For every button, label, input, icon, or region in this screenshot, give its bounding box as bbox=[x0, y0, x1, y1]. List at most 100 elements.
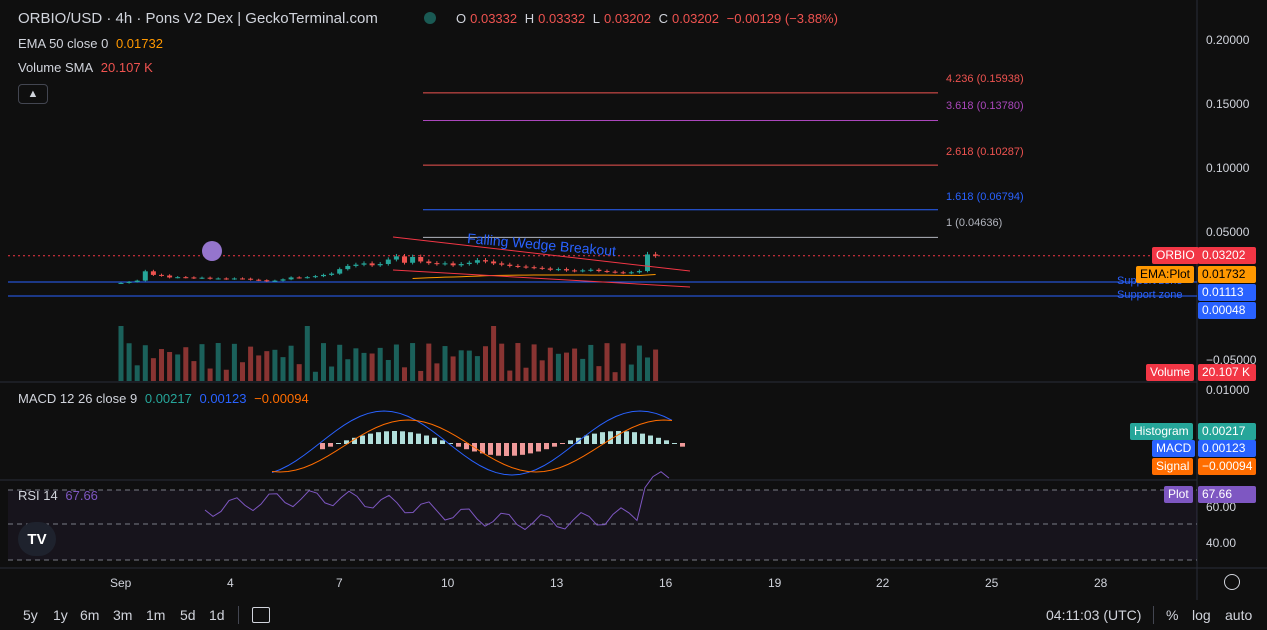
price-tick: 0.05000 bbox=[1206, 225, 1250, 239]
candle-body bbox=[507, 264, 513, 266]
range-5y-button[interactable]: 5y bbox=[23, 607, 38, 623]
macd-histogram-bar bbox=[624, 431, 629, 444]
volume-legend[interactable]: Volume SMA 20.107 K bbox=[18, 60, 157, 75]
candle-body bbox=[458, 264, 464, 266]
volume-bar bbox=[199, 344, 205, 381]
price-tick: 0.20000 bbox=[1206, 33, 1250, 47]
volume-bar bbox=[256, 355, 262, 381]
candle-body bbox=[118, 282, 124, 284]
ema-legend[interactable]: EMA 50 close 0 0.01732 bbox=[18, 36, 167, 51]
log-toggle[interactable]: log bbox=[1192, 607, 1211, 623]
utc-time[interactable]: 04:11:03 (UTC) bbox=[1046, 607, 1142, 623]
macd-histogram-bar bbox=[408, 432, 413, 444]
rsi-value: 67.66 bbox=[65, 488, 98, 503]
fib-label-1: 1 (0.04636) bbox=[946, 217, 1003, 229]
chart-header: ORBIO/USD · 4h · Pons V2 Dex | GeckoTerm… bbox=[18, 10, 382, 27]
candle-body bbox=[167, 275, 173, 278]
candle-body bbox=[564, 269, 569, 271]
wedge-upper-trendline bbox=[392, 236, 691, 272]
volume-bar bbox=[126, 343, 132, 381]
volume-bar bbox=[377, 347, 383, 381]
range-5d-button[interactable]: 5d bbox=[180, 607, 196, 623]
macd-histogram-value: 0.00217 bbox=[144, 391, 192, 406]
candle-body bbox=[191, 277, 197, 279]
volume-bar bbox=[361, 352, 367, 381]
support-zone-label-2[interactable]: Support zone bbox=[1117, 289, 1183, 301]
range-1m-button[interactable]: 1m bbox=[146, 607, 166, 623]
candle-body bbox=[450, 263, 456, 266]
range-3m-button[interactable]: 3m bbox=[113, 607, 133, 623]
volume-bar bbox=[231, 343, 237, 381]
volume-bar bbox=[159, 349, 164, 381]
settings-icon[interactable] bbox=[1224, 574, 1240, 590]
volume-bar bbox=[175, 354, 181, 381]
volume-bar bbox=[272, 349, 278, 381]
open-value: 0.03332 bbox=[470, 11, 518, 26]
macd-histogram-bar bbox=[496, 443, 501, 456]
volume-bar bbox=[240, 362, 245, 381]
candle-body bbox=[272, 280, 278, 282]
macd-histogram-bar bbox=[592, 433, 597, 444]
macd-histogram-bar bbox=[656, 437, 661, 444]
support-price-tag-1: 0.01113 bbox=[1198, 284, 1256, 301]
macd-histogram-bar bbox=[600, 432, 605, 444]
macd-name-tag: MACD bbox=[1152, 440, 1196, 457]
low-label: L bbox=[592, 11, 600, 26]
macd-histogram-bar bbox=[536, 443, 541, 452]
ema-name-tag: EMA:Plot bbox=[1136, 266, 1195, 283]
rsi-legend[interactable]: RSI 14 67.66 bbox=[18, 488, 102, 503]
macd-histogram-bar bbox=[480, 443, 485, 454]
candle-body bbox=[150, 271, 156, 275]
volume-bar bbox=[167, 352, 173, 381]
volume-name-tag: Volume bbox=[1146, 364, 1195, 381]
range-6m-button[interactable]: 6m bbox=[80, 607, 100, 623]
macd-legend[interactable]: MACD 12 26 close 9 0.00217 0.00123 −0.00… bbox=[18, 391, 313, 406]
volume-bar bbox=[215, 343, 221, 381]
percent-toggle[interactable]: % bbox=[1166, 607, 1179, 623]
macd-histogram-bar bbox=[344, 440, 349, 444]
fib-label-4236: 4.236 (0.15938) bbox=[946, 73, 1024, 85]
volume-bar bbox=[183, 347, 189, 381]
volume-bar bbox=[345, 359, 351, 381]
tradingview-logo[interactable]: TV bbox=[18, 522, 56, 556]
volume-bar bbox=[280, 357, 286, 381]
candle-body bbox=[515, 265, 521, 267]
orbio-name-tag: ORBIO bbox=[1152, 247, 1199, 264]
wedge-lower-trendline bbox=[392, 269, 691, 288]
candle-body bbox=[207, 277, 213, 279]
macd-histogram-bar bbox=[432, 437, 437, 444]
volume-bar bbox=[564, 352, 569, 381]
macd-histogram-bar bbox=[568, 440, 573, 444]
macd-histogram-bar bbox=[512, 443, 517, 456]
candle-body bbox=[296, 277, 302, 279]
calendar-icon[interactable] bbox=[252, 607, 270, 623]
candle-body bbox=[588, 269, 594, 271]
range-1y-button[interactable]: 1y bbox=[53, 607, 68, 623]
rsi-tick: 60.00 bbox=[1206, 500, 1237, 514]
date-tick: 22 bbox=[876, 576, 890, 590]
auto-toggle[interactable]: auto bbox=[1225, 607, 1253, 623]
macd-line bbox=[271, 410, 673, 476]
macd-tick: 0.01000 bbox=[1206, 383, 1250, 397]
macd-histogram-bar bbox=[456, 443, 461, 447]
macd-histogram-bar bbox=[336, 443, 341, 444]
macd-histogram-bar bbox=[416, 433, 421, 444]
collapse-legend-button[interactable]: ▲ bbox=[18, 84, 48, 104]
volume-bar bbox=[474, 356, 480, 381]
candle-body bbox=[580, 270, 586, 272]
candle-body bbox=[474, 260, 480, 263]
candle-body bbox=[288, 277, 294, 280]
live-status-icon bbox=[424, 12, 436, 24]
macd-histogram-bar bbox=[552, 443, 557, 447]
rsi-value-tag: 67.66 bbox=[1198, 486, 1256, 503]
candle-body bbox=[312, 276, 318, 278]
candle-body bbox=[645, 254, 650, 272]
range-1d-button[interactable]: 1d bbox=[209, 607, 225, 623]
open-label: O bbox=[456, 11, 467, 26]
macd-histogram-bar bbox=[648, 435, 653, 444]
volume-bar bbox=[312, 371, 318, 381]
candle-body bbox=[231, 278, 237, 280]
high-value: 0.03332 bbox=[538, 11, 586, 26]
volume-bar bbox=[434, 363, 440, 381]
